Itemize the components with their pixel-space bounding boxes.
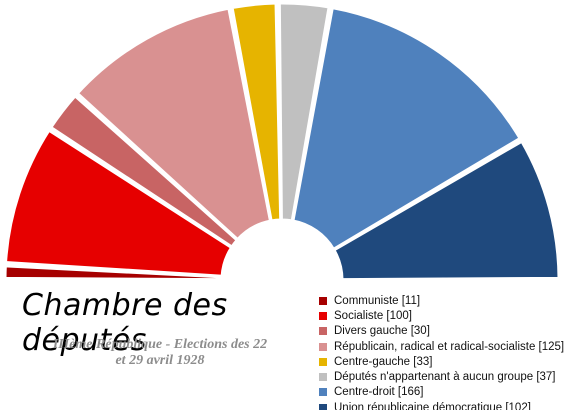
legend-item-radical: Républicain, radical et radical-socialis… xyxy=(319,339,564,354)
legend-swatch xyxy=(319,403,327,410)
legend-swatch xyxy=(319,296,327,305)
legend-swatch xyxy=(319,373,327,382)
legend-label: Centre-droit [166] xyxy=(334,386,424,399)
legend-swatch xyxy=(319,388,327,397)
legend-label: Députés n'appartenant à aucun groupe [37… xyxy=(334,371,556,384)
legend-label: Socialiste [100] xyxy=(334,309,412,322)
legend-swatch xyxy=(319,327,327,336)
chart-subtitle: IIIème République - Elections des 22 et … xyxy=(40,337,280,369)
legend-label: Communiste [11] xyxy=(334,294,421,307)
legend-item-centre-gauche: Centre-gauche [33] xyxy=(319,354,564,369)
legend: Communiste [11] Socialiste [100] Divers … xyxy=(319,293,564,410)
legend-item-urd: Union républicaine démocratique [102] xyxy=(319,400,564,410)
legend-item-divers-gauche: Divers gauche [30] xyxy=(319,324,564,339)
legend-swatch xyxy=(319,357,327,366)
slice-union-republicaine-democratique xyxy=(331,139,561,282)
legend-swatch xyxy=(319,342,327,351)
slice-socialiste xyxy=(3,128,234,278)
subtitle-line-1: IIIème République - Elections des 22 xyxy=(52,337,268,352)
legend-swatch xyxy=(319,311,327,320)
legend-label: Divers gauche [30] xyxy=(334,325,430,338)
legend-item-centre-droit: Centre-droit [166] xyxy=(319,385,564,400)
legend-label: Républicain, radical et radical-socialis… xyxy=(334,340,565,353)
legend-item-non-inscrits: Députés n'appartenant à aucun groupe [37… xyxy=(319,369,564,384)
legend-label: Centre-gauche [33] xyxy=(334,355,433,368)
legend-label: Union républicaine démocratique [102] xyxy=(334,401,531,410)
slice-centre-droit xyxy=(291,5,523,252)
legend-item-socialiste: Socialiste [100] xyxy=(319,308,564,323)
legend-item-communiste: Communiste [11] xyxy=(319,293,564,308)
slice-republicain-radical-et-radical-socialiste xyxy=(75,6,273,242)
chart-title: Chambre des députés xyxy=(22,288,228,358)
subtitle-line-2: et 29 avril 1928 xyxy=(115,353,205,368)
